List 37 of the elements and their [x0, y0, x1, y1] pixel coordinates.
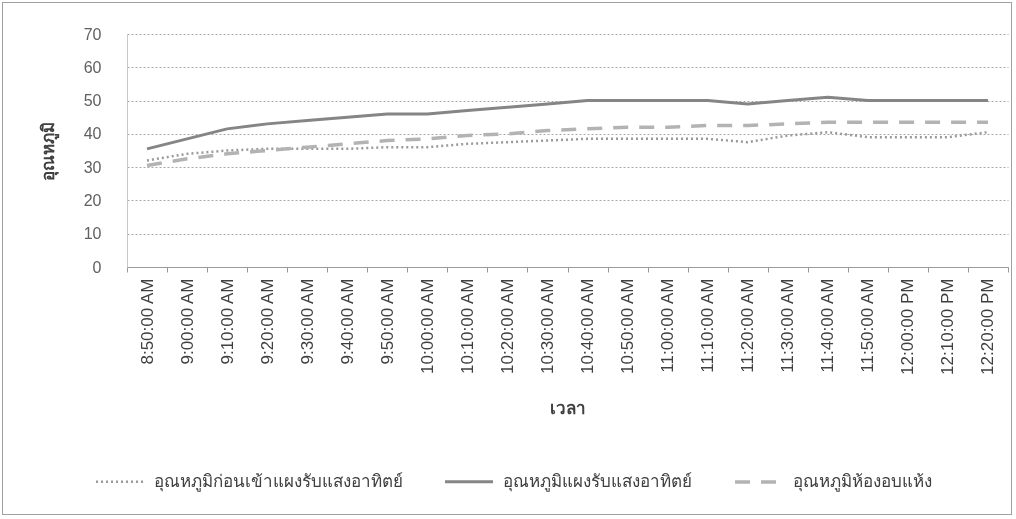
x-tick-label: 11:30:00 AM	[778, 278, 798, 373]
y-tick-label: 20	[83, 191, 102, 209]
x-tick-label: 9:20:00 AM	[257, 278, 277, 365]
x-tick-label: 10:10:00 AM	[457, 278, 477, 374]
legend-label: อุณหภูมิก่อนเข้าแผงรับแสงอาทิตย์	[154, 470, 403, 492]
x-tick-label: 9:40:00 AM	[337, 278, 357, 365]
y-tick-label: 10	[83, 225, 102, 243]
y-tick-label: 0	[92, 258, 102, 276]
x-axis-title: เวลา	[550, 397, 586, 418]
x-tick-label: 12:10:00 PM	[938, 278, 958, 375]
line-series	[145, 95, 990, 151]
line-series	[145, 130, 990, 162]
x-tick-label: 10:30:00 AM	[537, 278, 557, 374]
x-tick-label: 11:00:00 AM	[658, 278, 678, 373]
x-tick-label: 10:00:00 AM	[417, 278, 437, 374]
y-tick-label: 60	[83, 58, 102, 76]
x-tick-label: 10:40:00 AM	[578, 278, 598, 374]
legend-label: อุณหภูมิห้องอบแห้ง	[793, 471, 932, 492]
x-tick-label: 9:30:00 AM	[297, 278, 317, 365]
y-axis-title: อุณหภูมิ	[37, 121, 60, 181]
x-tick-label: 10:50:00 AM	[618, 278, 638, 374]
x-tick-label: 11:40:00 AM	[818, 278, 838, 373]
x-tick-label: 9:00:00 AM	[177, 278, 197, 365]
x-tick-label: 10:20:00 AM	[497, 278, 517, 374]
y-tick-label: 40	[83, 125, 102, 143]
x-tick-label: 8:50:00 AM	[137, 278, 157, 365]
y-tick-label: 50	[83, 92, 102, 110]
x-tick-label: 12:00:00 PM	[898, 278, 918, 375]
legend-label: อุณหภูมิแผงรับแสงอาทิตย์	[503, 470, 692, 492]
y-tick-label: 30	[83, 158, 102, 176]
x-tick-label: 11:10:00 AM	[698, 278, 718, 373]
x-tick-label: 11:20:00 AM	[738, 278, 758, 373]
x-tick-label: 9:50:00 AM	[377, 278, 397, 365]
x-tick-label: 12:20:00 PM	[978, 278, 998, 375]
x-tick-label: 11:50:00 AM	[858, 278, 878, 373]
y-tick-label: 70	[83, 25, 102, 43]
x-tick-label: 9:10:00 AM	[217, 278, 237, 365]
